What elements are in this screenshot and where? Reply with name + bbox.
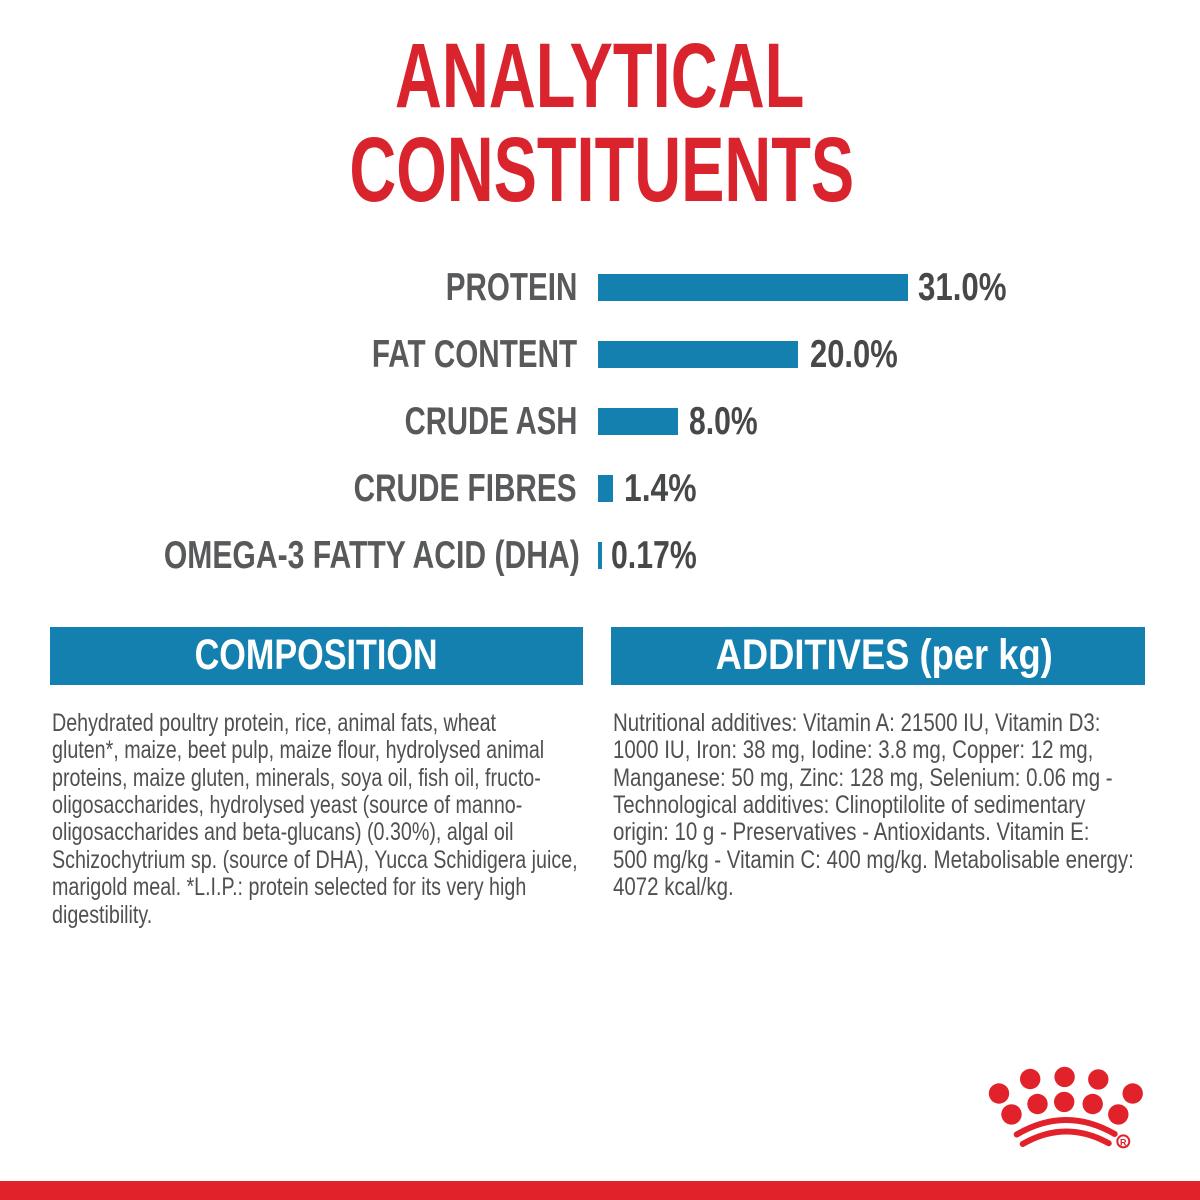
svg-text:R: R	[1120, 1137, 1127, 1147]
